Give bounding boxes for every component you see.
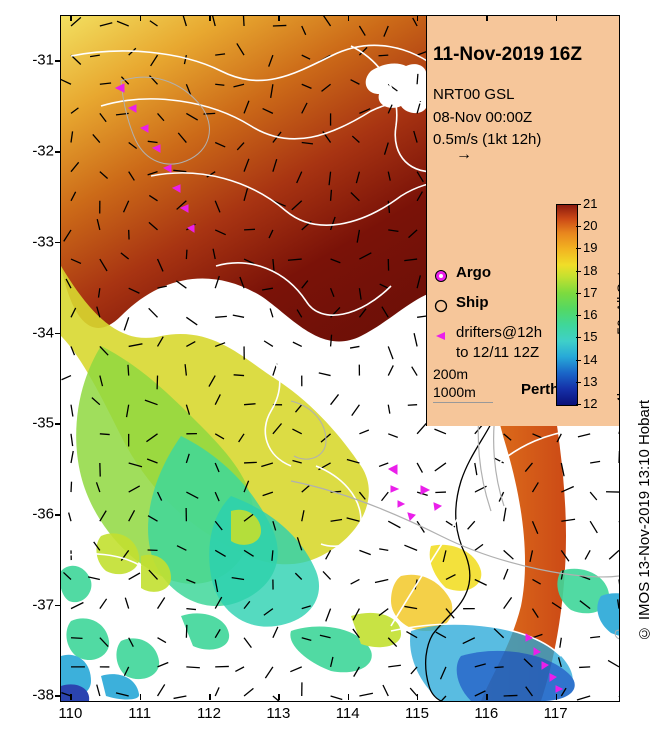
x-tick-mark-113: [278, 694, 280, 700]
colorbar-tick-label-14: 14: [583, 352, 597, 367]
colorbar-tick-20: [576, 226, 581, 227]
colorbar-tick-label-18: 18: [583, 263, 597, 278]
y-tick-mark--37: [55, 605, 61, 607]
x-tick-label-115: 115: [405, 705, 429, 722]
colorbar-tick-label-12: 12: [583, 396, 597, 411]
depth-label-1000m: 1000m: [433, 384, 476, 400]
colorbar-tick-label-15: 15: [583, 329, 597, 344]
x-tick-label-114: 114: [336, 705, 360, 722]
colorbar-axis-title: 4h comp, p50, All Sats: [614, 204, 620, 404]
x-tick-mark-115: [417, 694, 419, 700]
x-tick-label-113: 113: [266, 705, 290, 722]
y-tick-label--38: -38: [14, 687, 54, 704]
colorbar-tick-label-21: 21: [583, 196, 597, 211]
x-tick-mark-top-116: [486, 15, 488, 21]
date-title: 11-Nov-2019 16Z: [433, 44, 582, 66]
x-tick-mark-top-114: [348, 15, 350, 21]
colorbar-tick-label-17: 17: [583, 285, 597, 300]
colorbar-tick-label-13: 13: [583, 374, 597, 389]
y-tick-mark--35: [55, 423, 61, 425]
y-tick-label--31: -31: [14, 52, 54, 69]
y-tick-label--34: -34: [14, 324, 54, 341]
y-tick-label--33: -33: [14, 233, 54, 250]
colorbar-tick-label-16: 16: [583, 307, 597, 322]
x-tick-mark-117: [556, 694, 558, 700]
y-tick-mark--38: [55, 695, 61, 697]
x-tick-mark-114: [348, 694, 350, 700]
x-tick-mark-top-111: [140, 15, 142, 21]
colorbar-tick-15: [576, 337, 581, 338]
colorbar-tick-label-19: 19: [583, 240, 597, 255]
x-tick-mark-top-110: [70, 15, 72, 21]
colorbar-tick-label-20: 20: [583, 218, 597, 233]
y-tick-label--35: -35: [14, 415, 54, 432]
y-tick-label--37: -37: [14, 596, 54, 613]
y-tick-label--32: -32: [14, 143, 54, 160]
colorbar-tick-12: [576, 404, 581, 405]
colorbar-tick-18: [576, 271, 581, 272]
x-tick-mark-111: [140, 694, 142, 700]
colorbar-tick-19: [576, 248, 581, 249]
info-block: NRT00 GSL 08-Nov 00:00Z 0.5m/s (1kt 12h): [433, 84, 541, 152]
x-tick-mark-top-113: [278, 15, 280, 21]
x-tick-label-117: 117: [544, 705, 568, 722]
colorbar-gradient: [556, 204, 578, 406]
x-tick-mark-110: [70, 694, 72, 700]
x-tick-mark-top-117: [556, 15, 558, 21]
drifter-label-line2: to 12/11 12Z: [456, 344, 539, 361]
x-tick-mark-top-115: [417, 15, 419, 21]
credit-text: © IMOS 13-Nov-2019 13:10 Hobart: [636, 400, 653, 641]
drifter-label-line1: drifters@12h: [456, 324, 542, 341]
y-tick-label--36: -36: [14, 506, 54, 523]
x-tick-label-112: 112: [197, 705, 221, 722]
y-tick-mark--31: [55, 60, 61, 62]
y-tick-mark--36: [55, 514, 61, 516]
colorbar-tick-14: [576, 360, 581, 361]
x-tick-label-110: 110: [58, 705, 82, 722]
colorbar-tick-21: [576, 204, 581, 205]
x-tick-mark-112: [209, 694, 211, 700]
x-tick-label-111: 111: [128, 705, 151, 722]
y-tick-mark--34: [55, 333, 61, 335]
colorbar-tick-16: [576, 315, 581, 316]
y-tick-mark--33: [55, 242, 61, 244]
argo-label: Argo: [456, 264, 491, 281]
x-tick-mark-116: [486, 694, 488, 700]
ship-label: Ship: [456, 294, 489, 311]
map-root: 11-Nov-2019 16Z NRT00 GSL 08-Nov 00:00Z …: [0, 0, 659, 750]
vector-scale-arrow: →: [456, 146, 472, 164]
colorbar-tick-17: [576, 293, 581, 294]
perth-label: Perth: [521, 381, 559, 398]
y-tick-mark--32: [55, 151, 61, 153]
depth-label-underline: [433, 402, 493, 403]
ocean-temperature-map: 11-Nov-2019 16Z NRT00 GSL 08-Nov 00:00Z …: [60, 15, 620, 702]
colorbar-tick-13: [576, 382, 581, 383]
x-tick-mark-top-112: [209, 15, 211, 21]
depth-label-200m: 200m: [433, 366, 468, 382]
x-tick-label-116: 116: [474, 705, 498, 722]
